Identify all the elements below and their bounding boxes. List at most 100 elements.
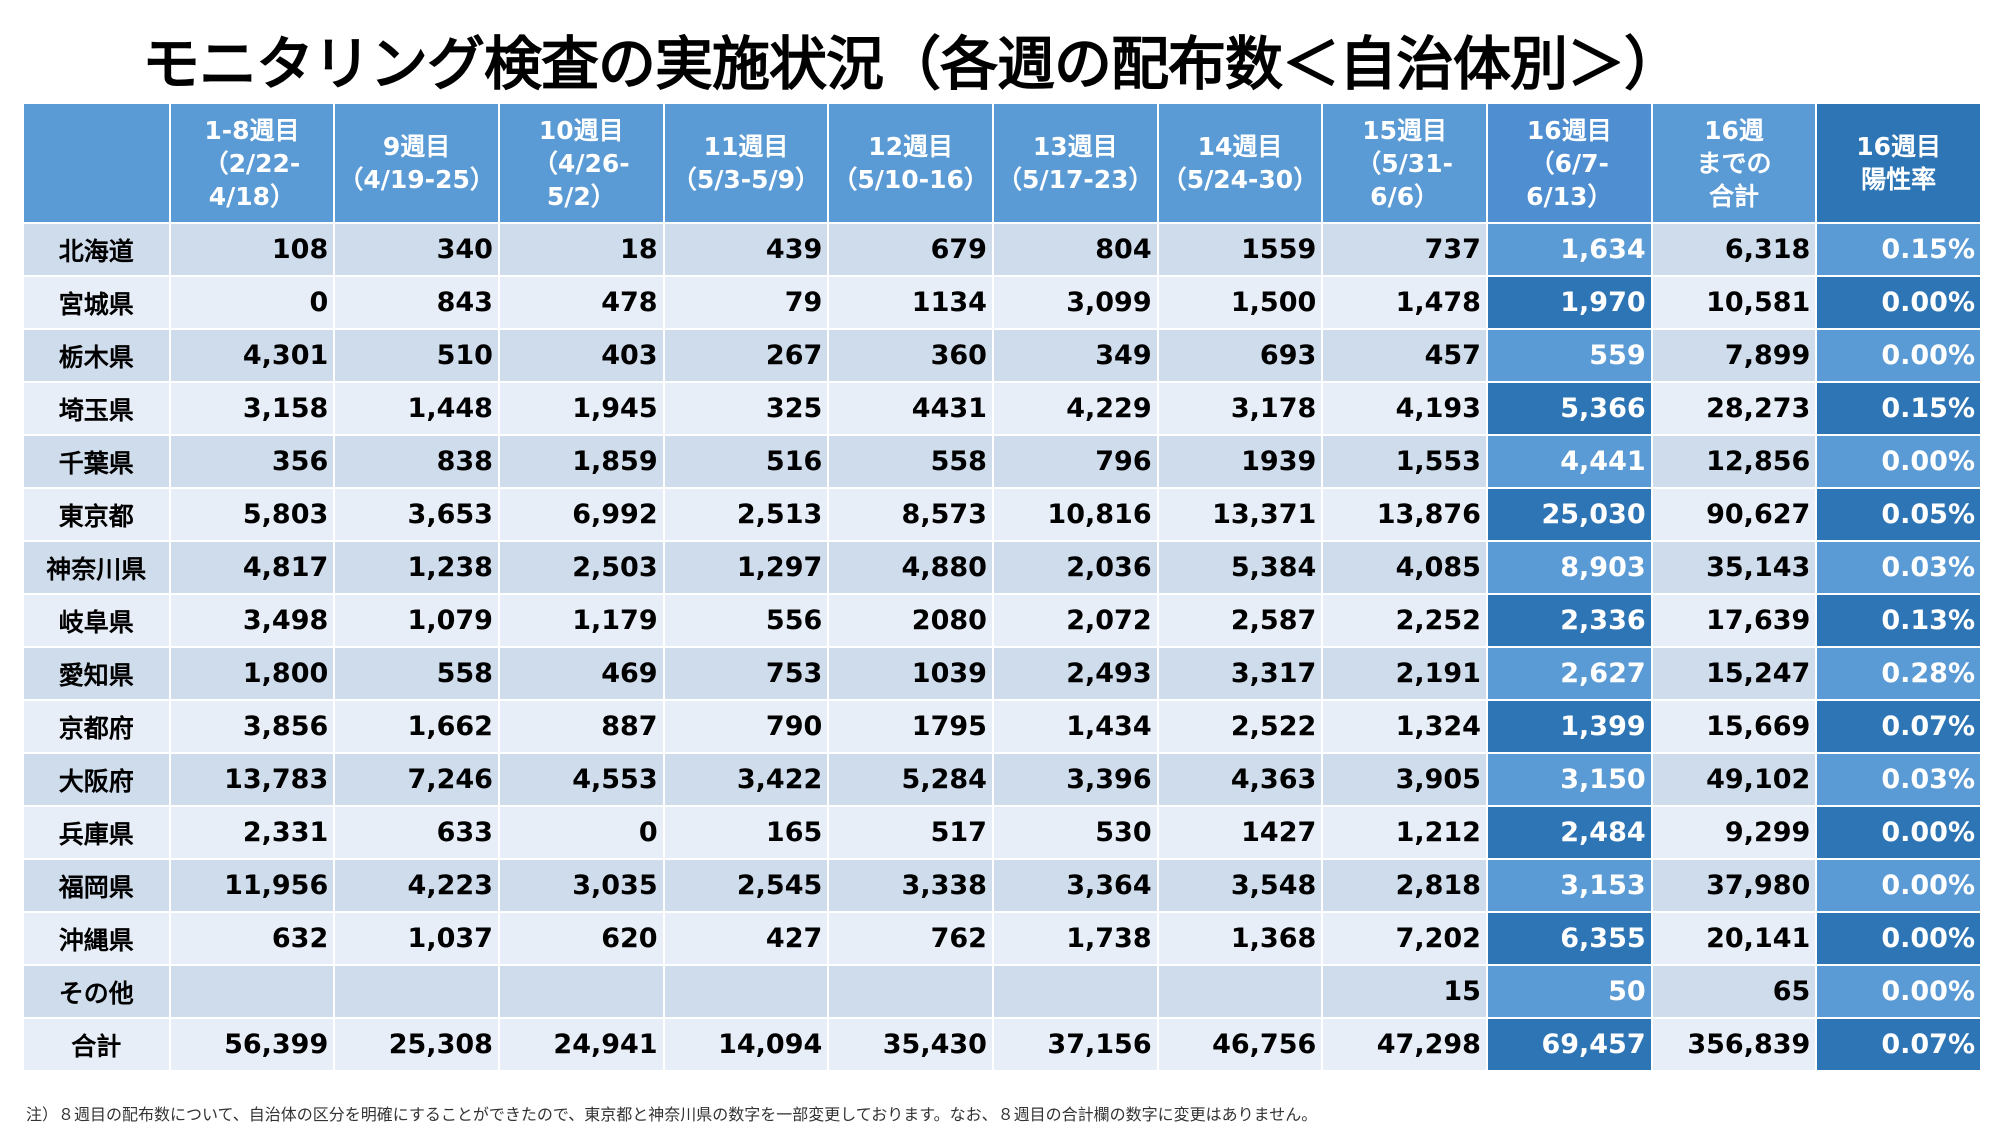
- cell-week-15: 2,252: [1321, 593, 1488, 648]
- cell-positivity-rate: 0.00%: [1815, 805, 1982, 860]
- table-row: 福岡県 11,956 4,223 3,035 2,545 3,338 3,364 3,548 2…: [22, 858, 1982, 913]
- cell-week-14: 693: [1156, 328, 1324, 383]
- cell-total: 20,141: [1650, 911, 1818, 966]
- cell-week-15: 7,202: [1321, 911, 1488, 966]
- cell-week-12: 3,338: [827, 858, 994, 913]
- cell-week-12: 1795: [827, 699, 994, 754]
- cell-week-10: 1,945: [497, 381, 665, 436]
- cell-week-15: 1,324: [1321, 699, 1488, 754]
- cell-week-14: 1427: [1156, 805, 1324, 860]
- cell-week-15: 15: [1321, 964, 1488, 1019]
- cell-week-9: 510: [333, 328, 500, 383]
- cell-week-13: 1,434: [991, 699, 1159, 754]
- cell-week-14: 2,587: [1156, 593, 1324, 648]
- cell-prefecture: 北海道: [22, 222, 171, 277]
- cell-week-11: [662, 964, 830, 1019]
- cell-week-15: 47,298: [1321, 1017, 1488, 1072]
- cell-week-10: 2,503: [497, 540, 665, 595]
- header-week-11: 11週目 （5/3-5/9）: [662, 102, 830, 224]
- cell-week-16: 6,355: [1485, 911, 1653, 966]
- cell-week-13: 3,396: [991, 752, 1159, 807]
- cell-positivity-rate: 0.00%: [1815, 911, 1982, 966]
- cell-week-16: 3,153: [1485, 858, 1653, 913]
- cell-positivity-rate: 0.00%: [1815, 275, 1982, 330]
- cell-week-10: 887: [497, 699, 665, 754]
- cell-total: 15,669: [1650, 699, 1818, 754]
- cell-week-13: 530: [991, 805, 1159, 860]
- cell-week-11: 516: [662, 434, 830, 489]
- header-week-12: 12週目 （5/10-16）: [827, 102, 994, 224]
- cell-total: 6,318: [1650, 222, 1818, 277]
- cell-week-13: 804: [991, 222, 1159, 277]
- cell-week-11: 3,422: [662, 752, 830, 807]
- cell-week-16: 1,634: [1485, 222, 1653, 277]
- cell-week-11: 14,094: [662, 1017, 830, 1072]
- cell-week-9: 843: [333, 275, 500, 330]
- cell-week-14: 1939: [1156, 434, 1324, 489]
- cell-positivity-rate: 0.03%: [1815, 752, 1982, 807]
- cell-week-9: 1,448: [333, 381, 500, 436]
- cell-prefecture: 埼玉県: [22, 381, 171, 436]
- cell-week-12: 762: [827, 911, 994, 966]
- cell-week-15: 1,553: [1321, 434, 1488, 489]
- cell-week-1-8: 1,800: [168, 646, 336, 701]
- table-row: 愛知県 1,800 558 469 753 1039 2,493 3,317 2,191 2,62…: [22, 646, 1982, 701]
- cell-week-9: 838: [333, 434, 500, 489]
- cell-week-13: 796: [991, 434, 1159, 489]
- cell-week-10: 620: [497, 911, 665, 966]
- cell-week-15: 2,818: [1321, 858, 1488, 913]
- cell-week-13: 3,364: [991, 858, 1159, 913]
- cell-week-14: 3,178: [1156, 381, 1324, 436]
- cell-week-10: 478: [497, 275, 665, 330]
- cell-week-16: 4,441: [1485, 434, 1653, 489]
- cell-positivity-rate: 0.05%: [1815, 487, 1982, 542]
- header-week-10: 10週目 （4/26- 5/2）: [497, 102, 665, 224]
- cell-week-13: 2,036: [991, 540, 1159, 595]
- cell-prefecture: 兵庫県: [22, 805, 171, 860]
- cell-prefecture: 合計: [22, 1017, 171, 1072]
- cell-positivity-rate: 0.00%: [1815, 434, 1982, 489]
- cell-week-10: 1,179: [497, 593, 665, 648]
- cell-week-16: 5,366: [1485, 381, 1653, 436]
- cell-week-10: 24,941: [497, 1017, 665, 1072]
- cell-week-10: 18: [497, 222, 665, 277]
- cell-total: 10,581: [1650, 275, 1818, 330]
- cell-week-16: 25,030: [1485, 487, 1653, 542]
- cell-positivity-rate: 0.00%: [1815, 858, 1982, 913]
- cell-week-11: 2,545: [662, 858, 830, 913]
- cell-week-16: 2,484: [1485, 805, 1653, 860]
- cell-total: 35,143: [1650, 540, 1818, 595]
- cell-week-13: [991, 964, 1159, 1019]
- page-title: モニタリング検査の実施状況（各週の配布数＜自治体別＞）: [142, 30, 1682, 98]
- cell-week-10: 469: [497, 646, 665, 701]
- cell-week-11: 325: [662, 381, 830, 436]
- cell-week-9: 1,079: [333, 593, 500, 648]
- cell-week-9: 340: [333, 222, 500, 277]
- cell-week-1-8: 3,856: [168, 699, 336, 754]
- cell-week-13: 37,156: [991, 1017, 1159, 1072]
- cell-positivity-rate: 0.15%: [1815, 222, 1982, 277]
- cell-week-1-8: 2,331: [168, 805, 336, 860]
- header-total-through-16: 16週 までの 合計: [1650, 102, 1818, 224]
- cell-week-11: 165: [662, 805, 830, 860]
- cell-total: 17,639: [1650, 593, 1818, 648]
- cell-week-9: 558: [333, 646, 500, 701]
- cell-week-11: 427: [662, 911, 830, 966]
- cell-week-10: [497, 964, 665, 1019]
- cell-prefecture: 神奈川県: [22, 540, 171, 595]
- cell-week-16: 1,970: [1485, 275, 1653, 330]
- cell-prefecture: 千葉県: [22, 434, 171, 489]
- cell-week-13: 349: [991, 328, 1159, 383]
- cell-week-12: 360: [827, 328, 994, 383]
- cell-week-12: 8,573: [827, 487, 994, 542]
- cell-week-11: 79: [662, 275, 830, 330]
- cell-prefecture: 東京都: [22, 487, 171, 542]
- header-week-13: 13週目 （5/17-23）: [991, 102, 1159, 224]
- cell-total: 9,299: [1650, 805, 1818, 860]
- cell-total: 37,980: [1650, 858, 1818, 913]
- cell-week-14: 13,371: [1156, 487, 1324, 542]
- cell-positivity-rate: 0.15%: [1815, 381, 1982, 436]
- cell-week-1-8: 0: [168, 275, 336, 330]
- cell-week-1-8: [168, 964, 336, 1019]
- cell-week-13: 2,493: [991, 646, 1159, 701]
